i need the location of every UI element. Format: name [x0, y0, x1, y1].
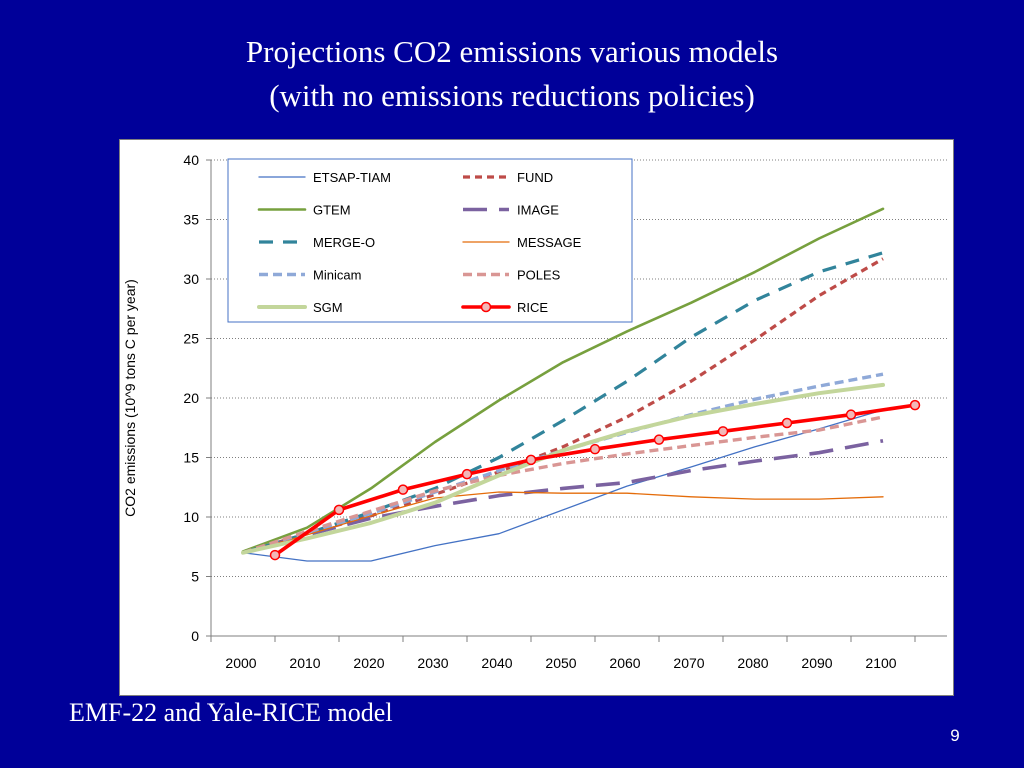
- legend-label-gtem: GTEM: [313, 203, 351, 218]
- data-point-rice: [845, 409, 857, 420]
- x-tick-label: 2040: [481, 655, 512, 671]
- x-tick-label: 2020: [353, 655, 384, 671]
- slide-title-line-2: (with no emissions reductions policies): [269, 78, 755, 113]
- y-tick-label: 0: [191, 628, 199, 644]
- legend-label-minicam: Minicam: [313, 268, 361, 283]
- legend-label-fund: FUND: [517, 170, 553, 185]
- x-tick-label: 2050: [545, 655, 576, 671]
- y-tick-label: 30: [183, 271, 199, 287]
- legend-marker-rice: [480, 301, 492, 313]
- data-point-rice: [397, 484, 409, 495]
- y-axis-title: CO2 emissions (10^9 tons C per year): [122, 279, 138, 517]
- line-chart: 0 5 10 15 20 25 30 35 40 2000 2010 2020 2030 2040 2050…: [122, 152, 947, 671]
- legend-label-image: IMAGE: [517, 203, 559, 218]
- data-point-rice: [717, 426, 729, 437]
- data-point-rice: [461, 468, 473, 480]
- legend-label-message: MESSAGE: [517, 235, 582, 250]
- slide-title: Projections CO2 emissions various models…: [0, 30, 1024, 118]
- x-tick-label: 2060: [609, 655, 640, 671]
- series-line-gtem: [241, 207, 885, 553]
- series-line-message: [242, 491, 884, 554]
- data-point-rice: [781, 417, 793, 429]
- chart-area: 0 5 10 15 20 25 30 35 40 2000 2010 2020 2030 2040 2050…: [119, 139, 954, 696]
- data-point-rice: [269, 549, 281, 561]
- legend-label-etsap-tiam: ETSAP-TIAM: [313, 170, 391, 185]
- data-point-rice: [589, 443, 601, 455]
- series-line-image: [242, 439, 884, 555]
- x-tick-label: 2100: [865, 655, 896, 671]
- series-line-poles: [242, 415, 884, 555]
- legend-label-merge-o: MERGE-O: [313, 235, 375, 250]
- y-tick-label: 5: [191, 569, 199, 585]
- legend-label-rice: RICE: [517, 300, 548, 315]
- y-tick-label: 35: [183, 212, 199, 228]
- y-tick-label: 40: [183, 152, 199, 168]
- series-line-sgm: [241, 382, 885, 555]
- x-tick-label: 2000: [225, 655, 256, 671]
- x-tick-label: 2090: [801, 655, 832, 671]
- x-tick-label: 2080: [737, 655, 768, 671]
- x-tick-label: 2070: [673, 655, 704, 671]
- footer-source-note: EMF-22 and Yale-RICE model: [69, 698, 393, 727]
- y-tick-label: 10: [183, 509, 199, 525]
- data-point-rice: [909, 399, 921, 411]
- y-tick-label: 25: [183, 331, 199, 347]
- data-point-rice: [333, 504, 345, 516]
- series-line-etsap-tiam: [242, 409, 884, 562]
- x-tick-label: 2030: [417, 655, 448, 671]
- series-line-merge-o: [242, 251, 884, 555]
- x-tick-label: 2010: [289, 655, 320, 671]
- y-tick-label: 20: [183, 390, 199, 406]
- legend-label-poles: POLES: [517, 268, 561, 283]
- y-tick-label: 15: [183, 450, 199, 466]
- data-point-rice: [653, 434, 665, 445]
- slide-title-line-1: Projections CO2 emissions various models: [245, 34, 779, 69]
- slide-page-number: 9: [950, 726, 960, 745]
- legend-label-sgm: SGM: [313, 300, 343, 315]
- data-point-rice: [525, 454, 537, 466]
- series-line-rice: [273, 403, 917, 557]
